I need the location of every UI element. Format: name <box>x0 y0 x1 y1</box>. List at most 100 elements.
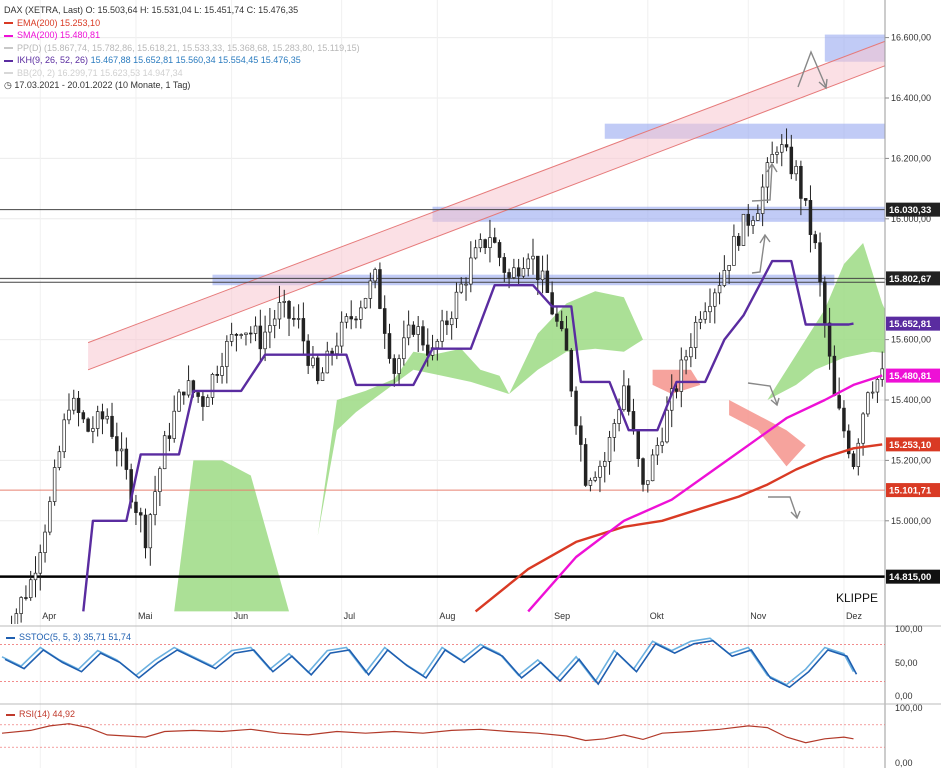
candle-body <box>765 162 770 188</box>
price-label-box <box>886 316 940 331</box>
candle-body <box>564 328 569 351</box>
candle-body <box>789 146 794 175</box>
candle-body <box>105 415 109 420</box>
candle-body <box>282 300 286 303</box>
legend-sma-value: 15.480,81 <box>60 30 101 40</box>
projection-arrow <box>768 496 801 520</box>
candle-body <box>827 322 832 357</box>
candle-body <box>268 325 272 333</box>
legend-pp-value: (15.867,74, 15.782,86, 15.618,21, 15.533… <box>44 42 360 53</box>
candle-body <box>28 579 33 599</box>
price-axis: 15.000,00 15.200,00 15.400,00 15.600,00 15.8… <box>884 0 931 768</box>
candle-body <box>861 413 865 444</box>
price-label-box <box>886 483 940 498</box>
candle-body <box>387 333 392 359</box>
candle-body <box>205 397 210 407</box>
rsi-tick-label: 0,00 <box>895 758 913 768</box>
candle-body <box>607 437 612 462</box>
candle-body <box>196 392 200 397</box>
rsi-tick-label: 100,00 <box>895 703 923 713</box>
price-label-box <box>886 437 940 452</box>
candle-body <box>521 268 526 277</box>
series-line <box>474 443 883 613</box>
candle-body <box>76 397 81 413</box>
price-label-text: 15.253,10 <box>889 440 931 451</box>
clock-icon: ◷ <box>4 80 12 90</box>
legend-sma: SMA(200) 15.480,81 <box>4 29 360 42</box>
price-label-box <box>886 368 940 383</box>
candle-body <box>225 341 229 367</box>
y-tick-label: 15.400,00 <box>891 395 931 405</box>
legend-pp: PP(D) (15.867,74, 15.782,86, 15.618,21, … <box>4 42 360 55</box>
candle-body <box>449 318 454 326</box>
candle-body <box>143 514 148 549</box>
month-label: Nov <box>750 611 767 621</box>
candle-body <box>445 320 449 326</box>
candle-body <box>368 280 373 299</box>
candle-body <box>292 318 296 320</box>
candle-body <box>703 311 707 320</box>
candle-body <box>837 395 841 409</box>
candle-body <box>770 154 774 163</box>
series-line <box>527 374 883 613</box>
horizontal-lines <box>0 209 885 578</box>
candle-body <box>24 597 28 599</box>
candle-body <box>842 407 846 432</box>
legend-ikh-label: IKH(9, 26, 52, 26) <box>17 55 89 65</box>
candle-body <box>406 324 411 339</box>
candle-body <box>62 419 66 453</box>
y-tick-label: 15.600,00 <box>891 335 931 345</box>
candle-body <box>110 415 114 437</box>
candle-body <box>67 409 71 421</box>
candle-body <box>244 332 248 335</box>
candle-body <box>631 411 636 432</box>
month-label: Dez <box>846 611 863 621</box>
candle-body <box>660 441 664 446</box>
candle-body <box>158 468 162 493</box>
candle-body <box>497 242 502 258</box>
candle-body <box>344 316 349 323</box>
candle-body <box>531 255 535 260</box>
y-tick-label: 16.000,00 <box>891 214 931 224</box>
month-axis: Apr Mai Jun Jul Aug Sep Okt Nov Dez <box>42 611 862 621</box>
candle-body <box>569 349 574 392</box>
candle-body <box>258 325 263 350</box>
candle-body <box>512 267 516 278</box>
candle-body <box>727 265 731 271</box>
candle-body <box>81 412 86 420</box>
ikh-swatch <box>4 59 13 62</box>
candle-body <box>335 345 339 354</box>
channel-upper-line <box>87 40 885 344</box>
price-label-text: 16.030,33 <box>889 205 931 216</box>
candle-body <box>253 325 258 334</box>
rsi-line <box>1 723 854 744</box>
candle-body <box>234 334 239 336</box>
candle-body <box>473 247 478 259</box>
sstoc-swatch <box>6 636 15 639</box>
price-label-text: 14.815,00 <box>889 572 931 583</box>
legend-ikh-value: 15.467,88 15.652,81 15.560,34 15.554,45 … <box>90 55 301 65</box>
projection-arrow <box>747 382 780 407</box>
candle-body <box>713 292 717 307</box>
candle-body <box>698 318 703 323</box>
rsi-value: 44,92 <box>52 709 76 719</box>
candle-body <box>794 165 798 175</box>
candle-body <box>411 324 416 335</box>
price-labels: 16.030,33 15.802,67 15.652,81 15.480,81 15.2… <box>886 202 940 584</box>
rsi-label: RSI(14) <box>19 709 51 719</box>
candle-body <box>306 340 310 366</box>
candle-body <box>679 359 684 392</box>
legend-pp-label: PP(D) <box>17 42 42 53</box>
month-label: Mai <box>138 611 153 621</box>
candle-body <box>751 220 755 226</box>
rsi-swatch <box>6 713 15 716</box>
candle-body <box>526 258 530 269</box>
candle-body <box>717 285 722 294</box>
candle-body <box>239 334 243 336</box>
candle-body <box>555 313 559 322</box>
candle-body <box>315 357 320 381</box>
candle-body <box>492 237 497 243</box>
candle-body <box>100 411 105 420</box>
